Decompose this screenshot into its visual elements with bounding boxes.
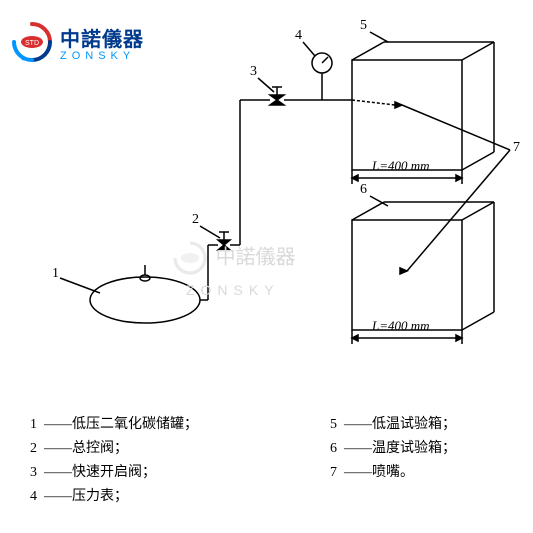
callout-6: 6: [360, 182, 367, 198]
legend-item: 4——压力表；: [30, 485, 198, 509]
legend-item: 6——温度试验箱；: [330, 437, 456, 461]
callout-2: 2: [192, 212, 199, 228]
legend-item: 3——快速开启阀；: [30, 461, 198, 485]
legend-left: 1——低压二氧化碳储罐； 2——总控阀； 3——快速开启阀； 4——压力表；: [30, 413, 198, 509]
legend-item: 2——总控阀；: [30, 437, 198, 461]
low-temp-chamber: [352, 42, 494, 170]
callout-1: 1: [52, 266, 59, 282]
pressure-gauge: [312, 53, 332, 100]
box1-dim-label: L=400 mm: [372, 158, 430, 174]
callout-5: 5: [360, 18, 367, 34]
legend-item: 5——低温试验箱；: [330, 413, 456, 437]
legend-item: 7——喷嘴。: [330, 461, 456, 485]
temp-chamber: [352, 202, 494, 330]
callout-7: 7: [513, 140, 520, 156]
co2-tank: [90, 265, 200, 323]
callout-3: 3: [250, 64, 257, 80]
legend-item: 1——低压二氧化碳储罐；: [30, 413, 198, 437]
box2-dim-label: L=400 mm: [372, 318, 430, 334]
main-control-valve: [218, 232, 230, 250]
callout-4: 4: [295, 28, 302, 44]
legend-right: 5——低温试验箱； 6——温度试验箱； 7——喷嘴。: [330, 413, 456, 485]
